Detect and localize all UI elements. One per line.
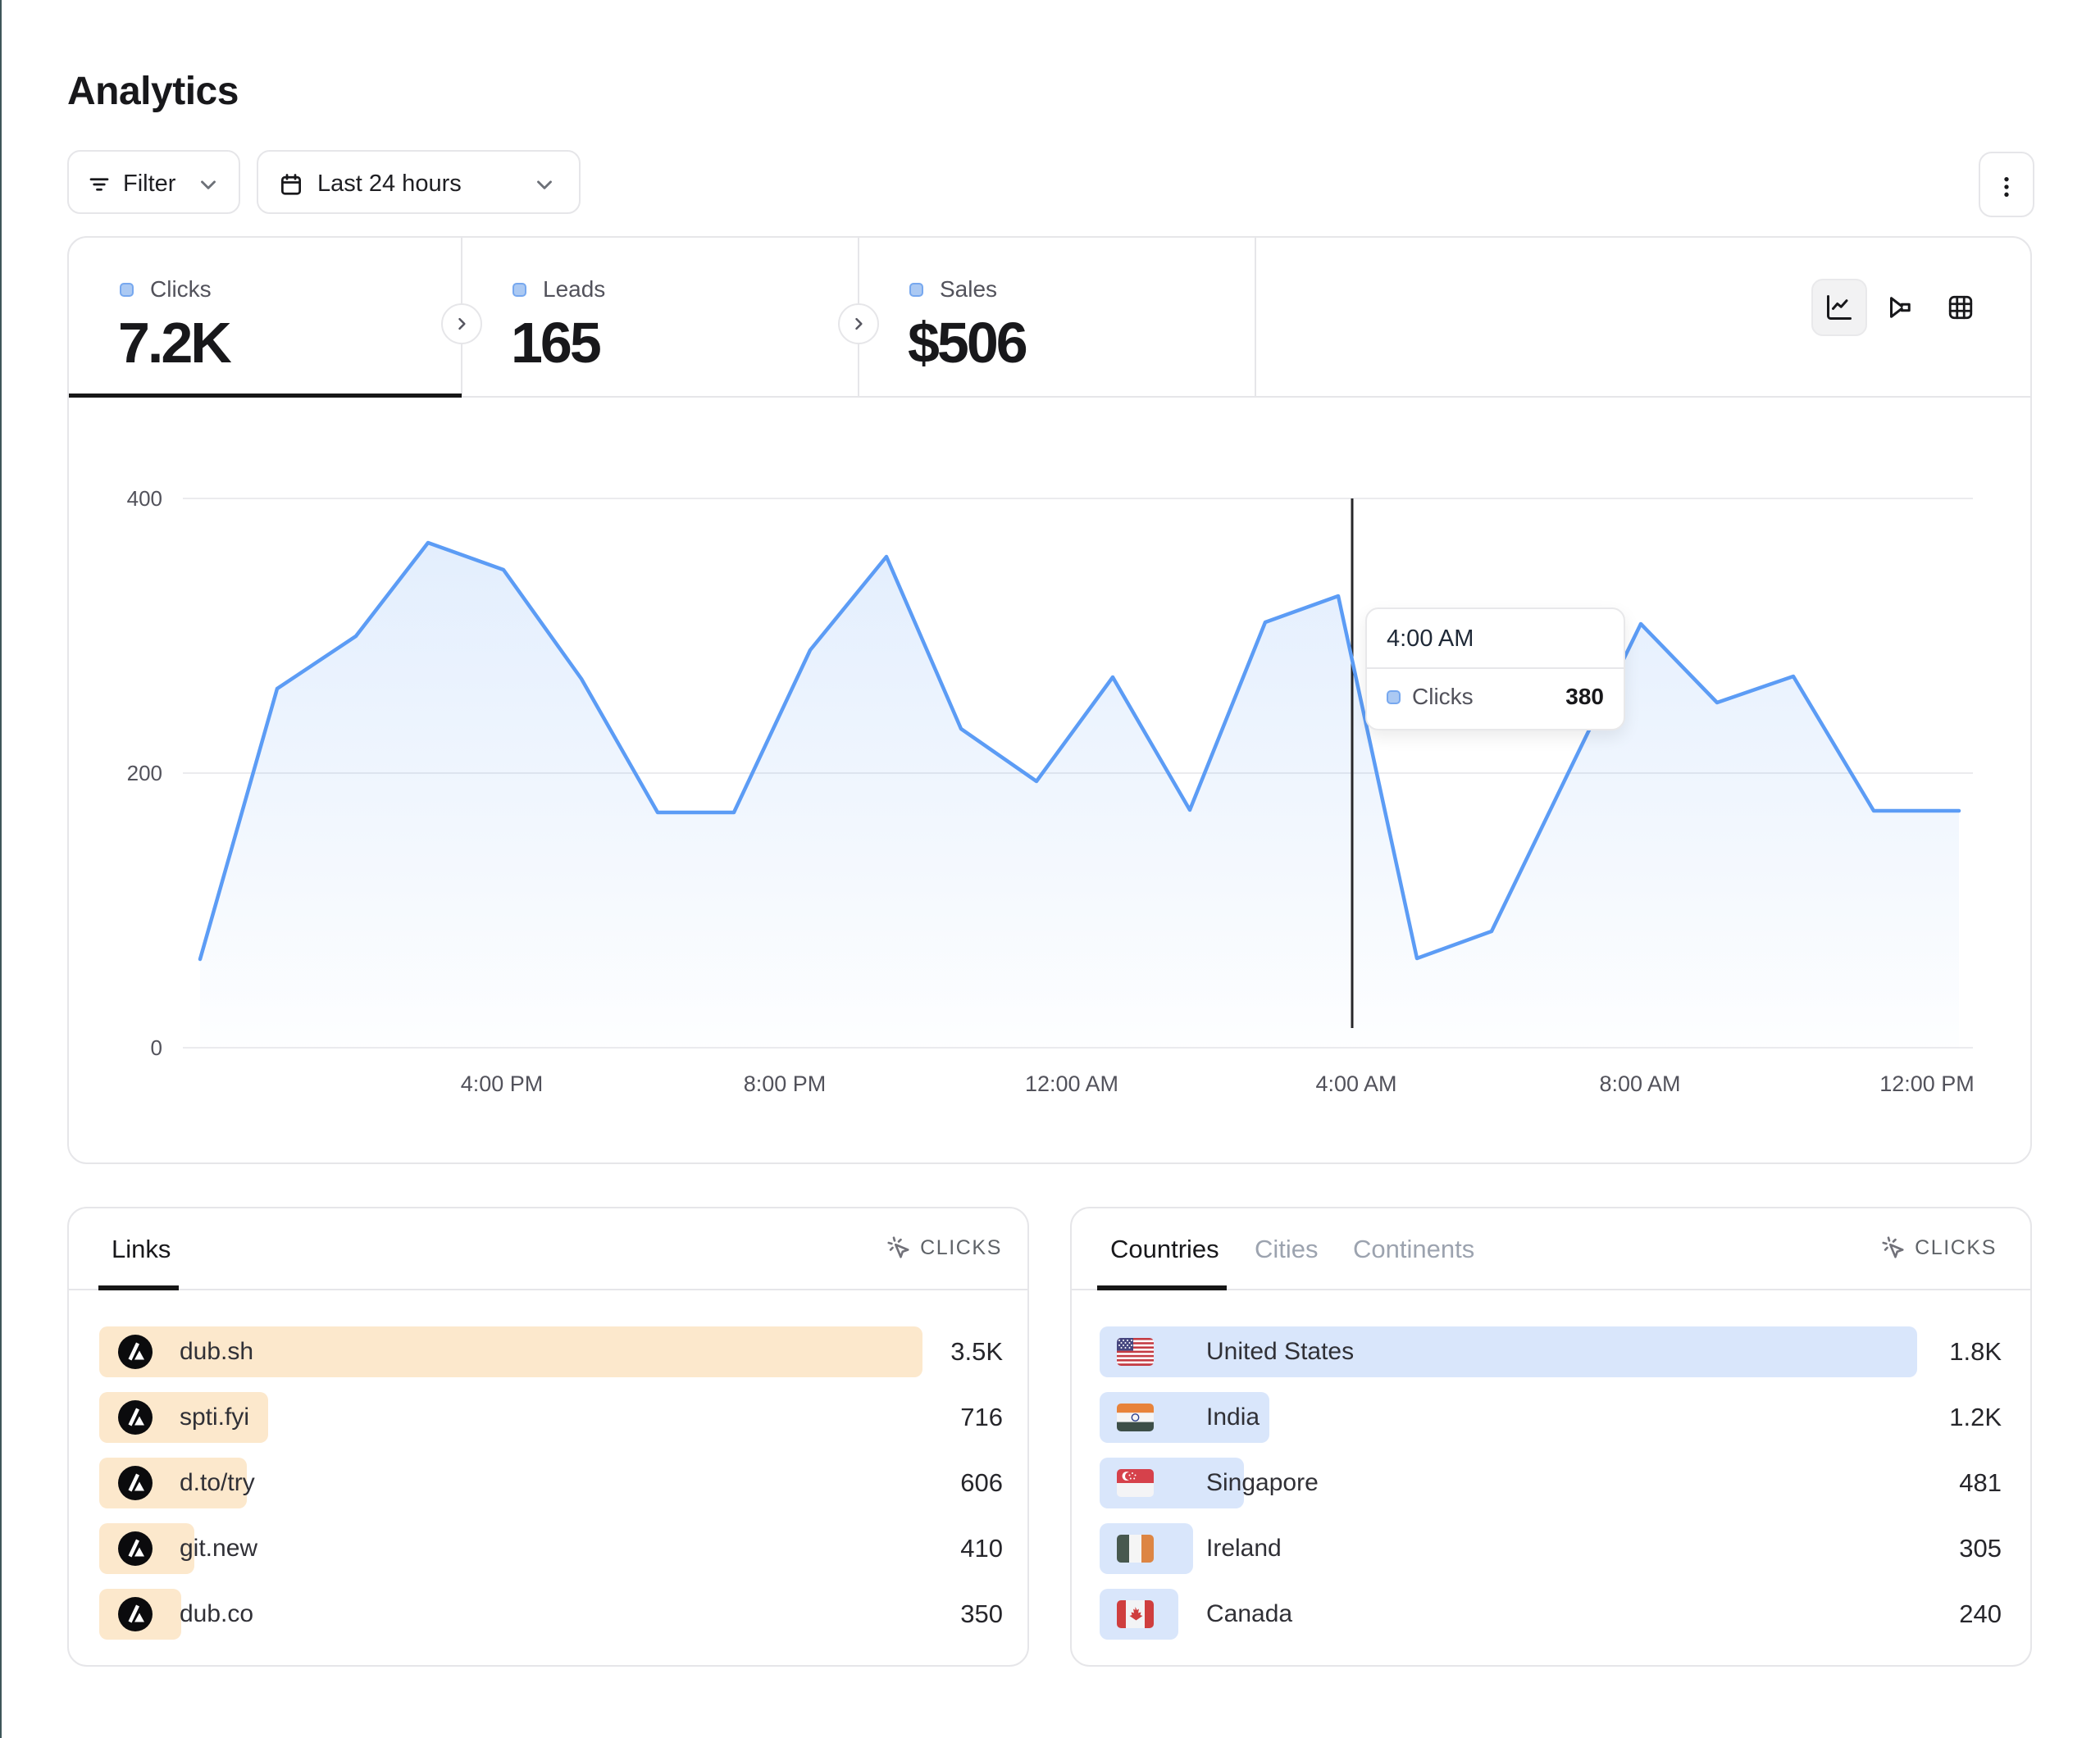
svg-text:4:00 AM: 4:00 AM <box>1315 1071 1396 1096</box>
svg-text:4:00 PM: 4:00 PM <box>461 1071 544 1096</box>
svg-text:200: 200 <box>127 761 162 785</box>
svg-text:400: 400 <box>127 486 162 511</box>
svg-text:12:00 PM: 12:00 PM <box>1879 1071 1975 1096</box>
svg-text:8:00 PM: 8:00 PM <box>744 1071 827 1096</box>
svg-text:12:00 AM: 12:00 AM <box>1025 1071 1118 1096</box>
svg-text:0: 0 <box>151 1035 162 1060</box>
svg-text:8:00 AM: 8:00 AM <box>1599 1071 1680 1096</box>
